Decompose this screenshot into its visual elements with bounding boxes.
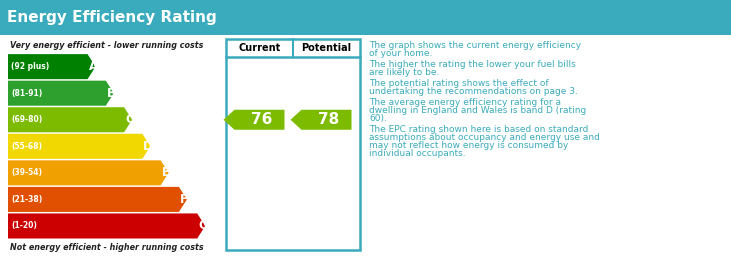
Text: Current: Current xyxy=(238,43,281,53)
Polygon shape xyxy=(8,107,132,132)
Text: 78: 78 xyxy=(318,112,339,127)
Text: (55-68): (55-68) xyxy=(11,142,42,151)
Polygon shape xyxy=(8,81,114,106)
Text: The potential rating shows the effect of: The potential rating shows the effect of xyxy=(369,79,549,88)
Text: D: D xyxy=(143,140,153,153)
Text: (21-38): (21-38) xyxy=(11,195,42,204)
Polygon shape xyxy=(8,160,169,185)
Text: undertaking the recommendations on page 3.: undertaking the recommendations on page … xyxy=(369,87,578,96)
Text: individual occupants.: individual occupants. xyxy=(369,149,466,158)
Text: The average energy efficiency rating for a: The average energy efficiency rating for… xyxy=(369,98,561,107)
Text: The EPC rating shown here is based on standard: The EPC rating shown here is based on st… xyxy=(369,125,588,134)
Polygon shape xyxy=(8,134,151,159)
Text: (1-20): (1-20) xyxy=(11,221,37,230)
Text: Very energy efficient - lower running costs: Very energy efficient - lower running co… xyxy=(10,41,203,50)
Polygon shape xyxy=(224,110,284,130)
Text: 60).: 60). xyxy=(369,114,387,123)
Text: (69-80): (69-80) xyxy=(11,115,42,124)
Polygon shape xyxy=(8,187,187,212)
Polygon shape xyxy=(8,54,96,79)
Text: (92 plus): (92 plus) xyxy=(11,62,49,71)
Text: dwelling in England and Wales is band D (rating: dwelling in England and Wales is band D … xyxy=(369,106,586,115)
Text: G: G xyxy=(198,219,208,233)
Bar xyxy=(226,39,360,250)
Text: (81-91): (81-91) xyxy=(11,89,42,98)
Text: B: B xyxy=(107,87,115,100)
Text: The graph shows the current energy efficiency: The graph shows the current energy effic… xyxy=(369,41,581,50)
Text: E: E xyxy=(162,166,170,179)
Text: may not reflect how energy is consumed by: may not reflect how energy is consumed b… xyxy=(369,141,569,150)
Bar xyxy=(0,0,731,35)
Polygon shape xyxy=(8,214,205,238)
Text: are likely to be.: are likely to be. xyxy=(369,68,439,77)
Text: of your home.: of your home. xyxy=(369,49,432,58)
Text: F: F xyxy=(180,193,188,206)
Text: Not energy efficient - higher running costs: Not energy efficient - higher running co… xyxy=(10,243,204,252)
Text: 76: 76 xyxy=(251,112,272,127)
Text: The higher the rating the lower your fuel bills: The higher the rating the lower your fue… xyxy=(369,60,576,69)
Text: Energy Efficiency Rating: Energy Efficiency Rating xyxy=(7,10,217,25)
Text: C: C xyxy=(125,113,134,126)
Text: assumptions about occupancy and energy use and: assumptions about occupancy and energy u… xyxy=(369,133,600,142)
Text: (39-54): (39-54) xyxy=(11,168,42,177)
Text: Potential: Potential xyxy=(301,43,352,53)
Text: A: A xyxy=(88,60,98,73)
Polygon shape xyxy=(290,110,352,130)
